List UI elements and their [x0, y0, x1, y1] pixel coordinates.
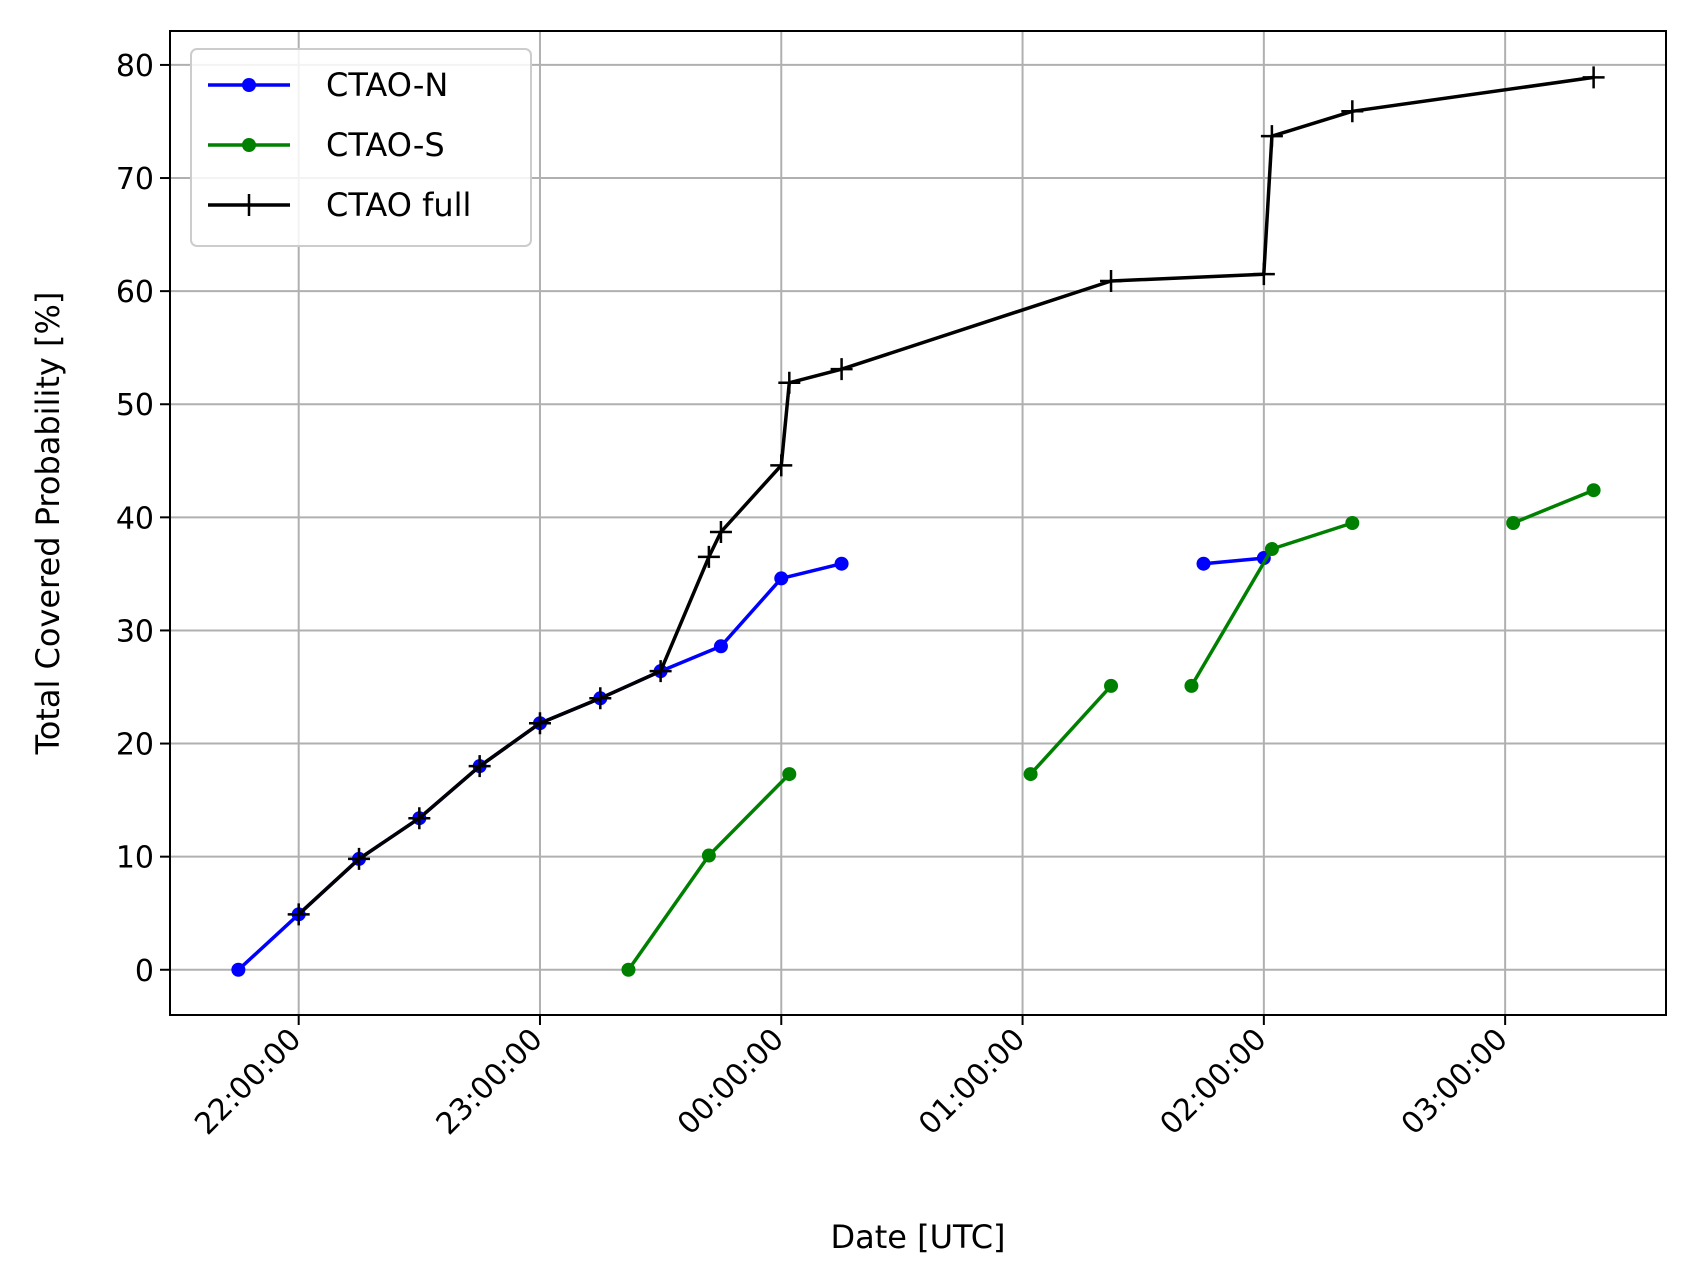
data-point	[834, 556, 849, 571]
legend-label: CTAO-N	[326, 66, 448, 104]
x-tick-label: 00:00:00	[671, 1022, 791, 1142]
y-axis-label: Total Covered Probability [%]	[29, 292, 67, 756]
legend-swatch-marker	[238, 194, 260, 216]
data-point	[528, 712, 551, 735]
data-point	[621, 962, 636, 977]
y-tick-label: 70	[116, 162, 154, 197]
data-point	[1341, 100, 1364, 123]
data-point	[1260, 125, 1283, 148]
data-point	[408, 807, 431, 830]
grid	[170, 31, 1666, 1015]
data-point	[1345, 516, 1360, 530]
data-point	[468, 755, 491, 778]
data-point	[697, 545, 720, 568]
data-point	[782, 767, 797, 782]
data-point	[770, 454, 793, 477]
series-line	[1512, 488, 1595, 525]
data-point	[709, 521, 732, 544]
data-point	[1184, 678, 1199, 693]
data-point	[649, 660, 672, 683]
series-line	[1203, 556, 1264, 566]
legend: CTAO-N CTAO-S CTAO full	[190, 48, 532, 247]
y-tick-label: 50	[116, 388, 154, 423]
y-tick-label: 0	[135, 954, 154, 989]
x-axis-label: Date [UTC]	[830, 1218, 1005, 1256]
y-tick-label: 30	[116, 614, 154, 649]
series-line	[1029, 684, 1113, 776]
data-point	[1100, 269, 1123, 292]
data-point	[1264, 542, 1279, 557]
data-point	[713, 639, 728, 654]
x-tick-label: 23:00:00	[430, 1022, 550, 1142]
y-tick-label: 10	[116, 841, 154, 876]
series-ctao-full	[287, 66, 1605, 926]
data-point	[231, 962, 246, 977]
data-point	[1506, 516, 1521, 530]
y-tick-label: 40	[116, 501, 154, 536]
x-tick-label: 01:00:00	[912, 1022, 1032, 1142]
y-tick-label: 60	[116, 275, 154, 310]
plot-frame	[169, 30, 1667, 1016]
data-point	[348, 847, 371, 870]
data-point	[1196, 556, 1211, 571]
data-point	[1582, 66, 1605, 89]
series-ctao-n	[231, 551, 1271, 977]
y-tick-label: 20	[116, 728, 154, 763]
data-point	[830, 358, 853, 381]
data-point	[1104, 678, 1119, 693]
data-point	[1252, 263, 1275, 286]
x-tick-label: 02:00:00	[1153, 1022, 1273, 1142]
legend-swatch-marker	[242, 78, 256, 92]
x-tick-label: 22:00:00	[188, 1022, 308, 1142]
legend-label: CTAO full	[326, 186, 471, 224]
plot-series	[231, 66, 1605, 977]
series-ctao-s	[621, 483, 1601, 977]
data-point	[701, 848, 716, 863]
legend-label: CTAO-S	[326, 126, 445, 164]
data-point	[1023, 767, 1038, 782]
data-point	[287, 903, 310, 926]
y-tick-label: 80	[116, 49, 154, 84]
data-point	[1586, 483, 1601, 498]
data-point	[589, 687, 612, 710]
data-point	[774, 571, 789, 586]
legend-box	[190, 48, 532, 247]
series-line	[627, 772, 791, 971]
legend-swatch-marker	[242, 138, 256, 152]
x-tick-label: 03:00:00	[1395, 1022, 1515, 1142]
data-point	[778, 371, 801, 394]
